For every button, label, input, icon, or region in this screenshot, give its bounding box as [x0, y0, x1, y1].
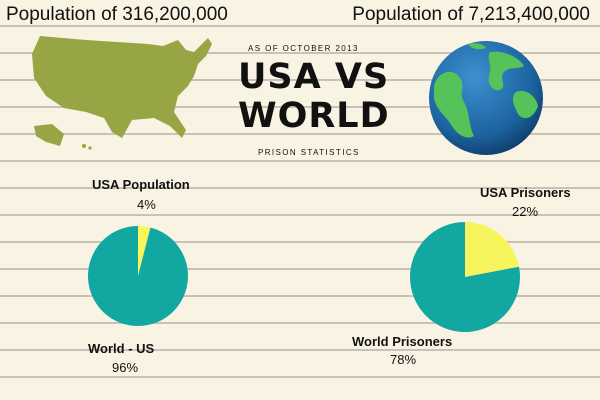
title-line-2: WORLD [238, 96, 390, 136]
pie2-world-value: 78% [390, 352, 417, 367]
pie1-world-label: World - US [88, 341, 155, 356]
pie-chart-prisoners [410, 222, 520, 332]
pie1-slice-usa-population [138, 226, 151, 276]
main-title: USA VS WORLD [238, 58, 390, 136]
pie1-slice-world-us [88, 226, 188, 326]
usa-map-icon [32, 36, 212, 150]
title-line-1: USA VS [238, 57, 390, 97]
world-population-heading: Population of 7,213,400,000 [352, 4, 590, 25]
globe-icon [429, 41, 543, 155]
pie2-usa-label: USA Prisoners [480, 185, 571, 200]
pie2-usa-value: 22% [512, 204, 539, 219]
usa-population-heading: Population of 316,200,000 [6, 4, 228, 25]
pie2-slice-usa-prisoners [465, 222, 520, 277]
section-label: PRISON STATISTICS [258, 148, 360, 157]
pie1-usa-value: 4% [137, 197, 156, 212]
pie1-world-value: 96% [112, 360, 139, 375]
pie2-world-label: World Prisoners [352, 334, 453, 349]
pie1-usa-label: USA Population [92, 177, 190, 192]
pie-chart-population [88, 226, 188, 326]
subtitle-date: AS OF OCTOBER 2013 [248, 44, 359, 53]
pie2-slice-world-prisoners [410, 222, 520, 332]
